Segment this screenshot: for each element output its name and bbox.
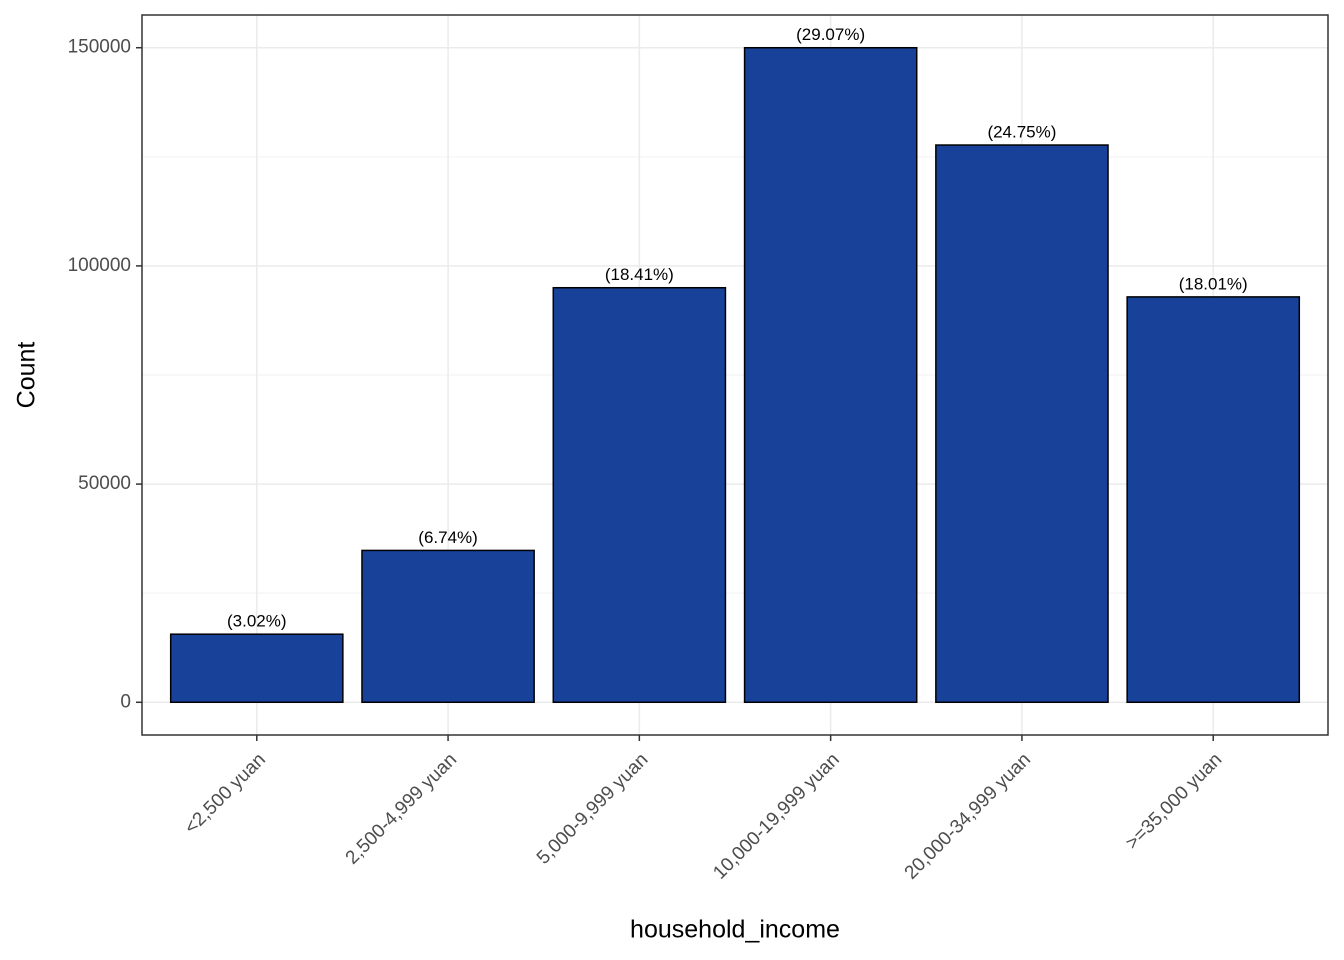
x-axis-title: household_income	[630, 916, 840, 944]
y-axis-title: Count	[13, 342, 41, 409]
bar	[552, 286, 727, 704]
bar-label: (24.75%)	[987, 123, 1056, 142]
y-tick-label: 50000	[78, 473, 131, 494]
bar	[361, 549, 535, 704]
bar-label: (6.74%)	[418, 528, 478, 547]
y-tick-label: 100000	[68, 255, 131, 276]
bar-label: (18.41%)	[605, 265, 674, 284]
bar-label: (3.02%)	[227, 612, 287, 631]
bar	[743, 46, 918, 704]
bar	[169, 633, 344, 704]
bar	[1126, 296, 1301, 704]
bar-label: (29.07%)	[796, 25, 865, 44]
bar	[935, 144, 1109, 704]
y-tick-label: 0	[120, 691, 131, 712]
panel-border	[141, 14, 1329, 736]
y-tick-label: 150000	[68, 37, 131, 58]
bar-label: (18.01%)	[1179, 274, 1248, 293]
